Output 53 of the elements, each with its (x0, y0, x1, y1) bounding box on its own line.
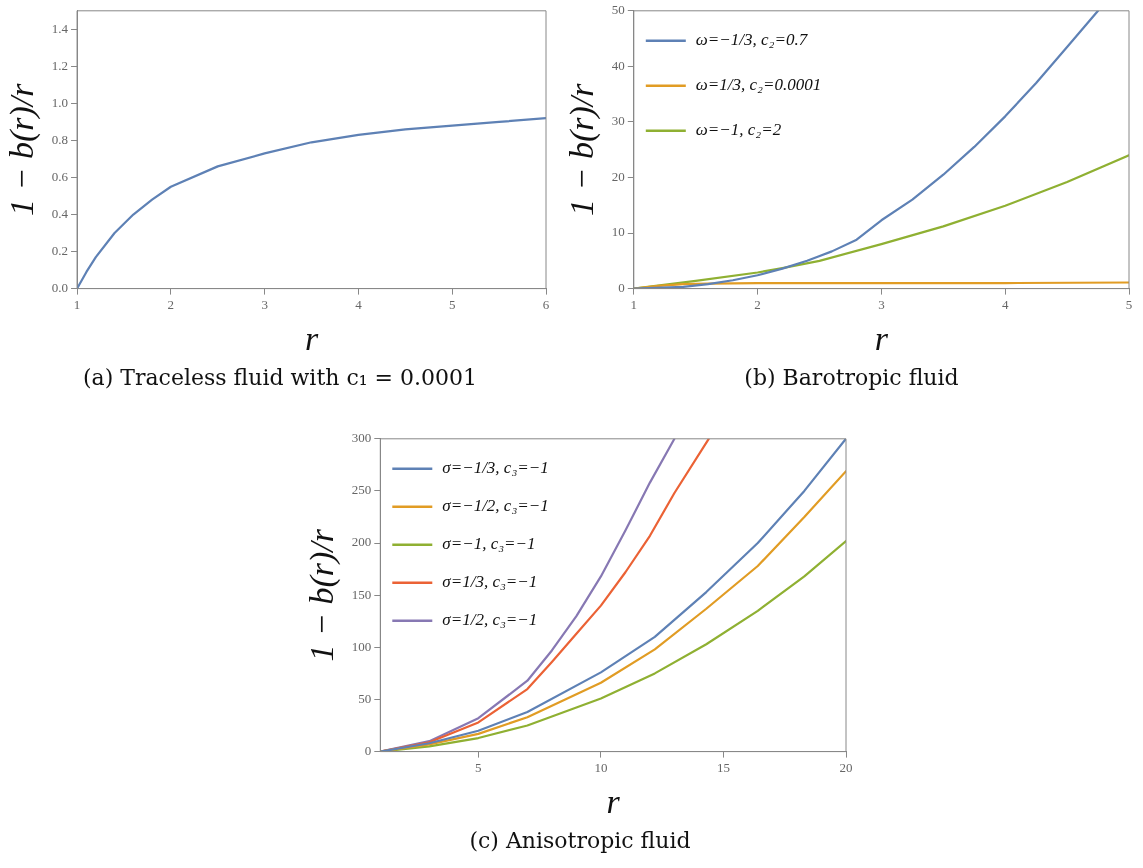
x-axis-title: r (874, 319, 889, 357)
x-tick-label: 1 (73, 296, 81, 312)
y-tick-label: 150 (351, 586, 372, 602)
y-axis-title: 1 − b(r)/r (3, 82, 42, 216)
legend-label: σ=−1/2, c₃=−1 (442, 496, 549, 516)
y-axis-title: 1 − b(r)/r (563, 82, 602, 216)
legend-label: σ=−1/3, c₃=−1 (442, 458, 549, 478)
legend-label: σ=1/2, c₃=−1 (442, 610, 538, 630)
legend-label: ω=−1, c₂=2 (695, 120, 782, 140)
y-tick-label: 1.2 (51, 57, 69, 73)
y-tick-label: 250 (351, 482, 372, 498)
legend-label: σ=1/3, c₃=−1 (442, 572, 538, 592)
text: (a) Traceless fluid with c₁ = 0.0001 (82, 365, 478, 390)
y-tick-label: 0.4 (51, 205, 69, 221)
y-tick-label: 30 (611, 113, 625, 129)
y-tick-label: 300 (351, 430, 372, 446)
y-tick-label: 0 (364, 743, 372, 759)
text: (b) Barotropic fluid (743, 365, 960, 390)
x-tick-label: 4 (355, 296, 363, 312)
x-tick-label: 5 (448, 296, 456, 312)
y-axis-title: 1 − b(r)/r (303, 528, 342, 662)
y-tick-label: 0.6 (51, 168, 69, 184)
x-tick-label: 15 (716, 759, 730, 775)
y-tick-label: 50 (358, 690, 372, 706)
x-tick-label: 2 (167, 296, 175, 312)
legend-label: ω=1/3, c₂=0.0001 (695, 75, 822, 95)
y-tick-label: 50 (611, 2, 625, 18)
legend-label: σ=−1, c₃=−1 (442, 534, 536, 554)
x-tick-label: 5 (1125, 296, 1133, 312)
y-tick-label: 0.8 (51, 131, 69, 147)
x-tick-label: 3 (261, 296, 268, 312)
y-tick-label: 0 (618, 280, 625, 296)
x-tick-label: 3 (878, 296, 885, 312)
text: (c) Anisotropic fluid (468, 828, 692, 853)
y-tick-label: 1.4 (51, 20, 69, 36)
x-tick-label: 1 (630, 296, 638, 312)
x-axis-title: r (304, 319, 319, 357)
y-tick-label: 0.0 (51, 280, 69, 296)
y-tick-label: 10 (611, 224, 625, 240)
x-tick-label: 10 (594, 759, 608, 775)
y-tick-label: 1.0 (51, 94, 69, 110)
x-tick-label: 6 (542, 296, 550, 312)
legend-label: ω=−1/3, c₂=0.7 (695, 30, 809, 50)
y-tick-label: 40 (611, 57, 625, 73)
x-tick-label: 5 (475, 759, 482, 775)
x-tick-label: 20 (839, 759, 853, 775)
y-tick-label: 100 (351, 638, 372, 654)
x-axis-title: r (606, 782, 621, 820)
y-tick-label: 0.2 (51, 242, 69, 258)
y-tick-label: 200 (351, 534, 372, 550)
y-tick-label: 20 (611, 168, 625, 184)
x-tick-label: 2 (754, 296, 761, 312)
x-tick-label: 4 (1001, 296, 1009, 312)
